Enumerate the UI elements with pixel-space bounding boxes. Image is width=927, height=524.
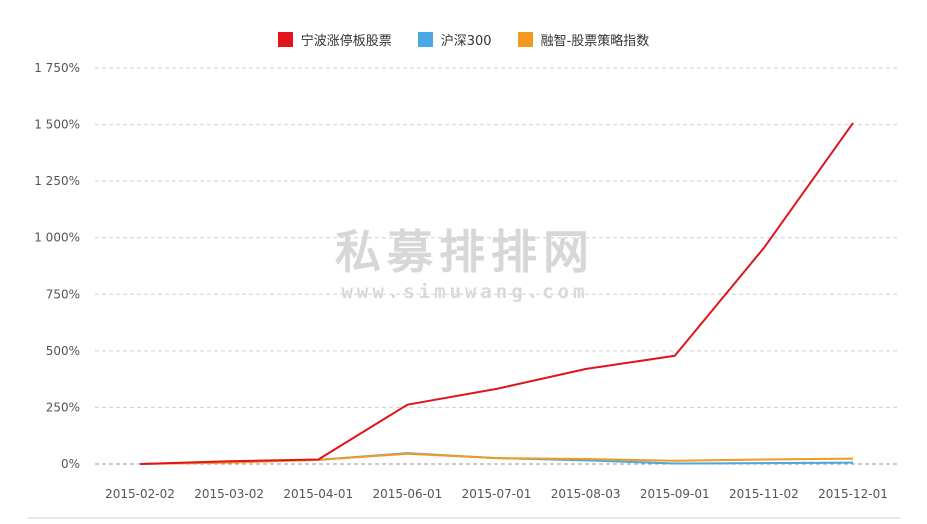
legend-item[interactable]: 宁波涨停板股票 — [277, 30, 392, 49]
y-tick-label: 250% — [46, 400, 80, 414]
series-lines — [139, 122, 854, 465]
x-tick-label: 2015-02-02 — [105, 487, 175, 501]
legend-swatch — [517, 32, 533, 47]
y-tick-label: 1 750% — [34, 61, 80, 75]
x-tick-label: 2015-08-03 — [551, 487, 621, 501]
series-line — [139, 122, 854, 465]
grid-lines — [95, 67, 897, 465]
y-tick-label: 750% — [46, 287, 80, 301]
x-tick-label: 2015-06-01 — [373, 487, 443, 501]
legend-label: 宁波涨停板股票 — [300, 34, 392, 49]
x-tick-label: 2015-09-01 — [640, 487, 710, 501]
y-axis: 0% 250% 500% 750% 1 000% 1 250% 1 500% 1 750% — [34, 61, 80, 471]
legend-label: 融智-股票策略指数 — [540, 34, 650, 49]
watermark-url: www.simuwang.com — [341, 281, 588, 303]
x-tick-label: 2015-07-01 — [462, 487, 532, 501]
legend-item[interactable]: 融智-股票策略指数 — [517, 30, 650, 49]
x-tick-label: 2015-03-02 — [194, 487, 264, 501]
legend-item[interactable]: 沪深300 — [417, 30, 492, 49]
x-axis: 2015-02-02 2015-03-02 2015-04-01 2015-06-01… — [105, 487, 888, 501]
watermark-title: 私募排排网 — [335, 225, 595, 279]
y-tick-label: 1 250% — [34, 174, 80, 188]
y-tick-label: 1 500% — [34, 118, 80, 132]
legend: 宁波涨停板股票 沪深300 融智-股票策略指数 — [0, 30, 927, 49]
x-tick-label: 2015-12-01 — [818, 487, 888, 501]
y-tick-label: 0% — [61, 457, 80, 471]
watermark: 私募排排网 www.simuwang.com — [335, 225, 595, 303]
legend-swatch — [277, 32, 293, 47]
x-tick-label: 2015-11-02 — [729, 487, 799, 501]
x-tick-label: 2015-04-01 — [283, 487, 353, 501]
y-tick-label: 1 000% — [34, 231, 80, 245]
y-tick-label: 500% — [46, 344, 80, 358]
legend-swatch — [417, 32, 433, 47]
legend-label: 沪深300 — [440, 34, 492, 49]
